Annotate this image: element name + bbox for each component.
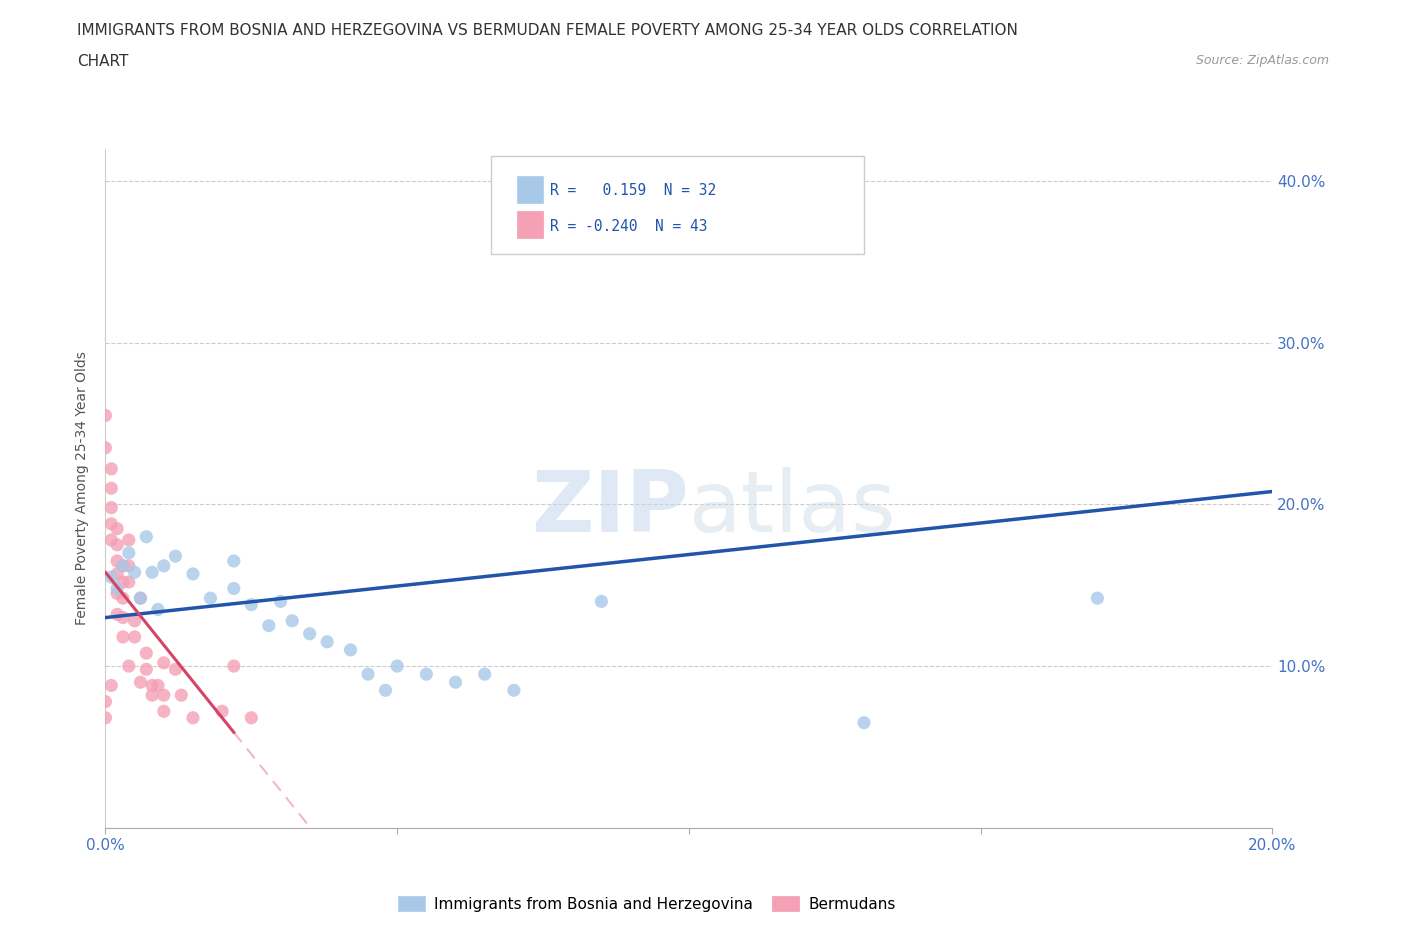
Point bbox=[118, 558, 141, 573]
Point bbox=[94, 441, 117, 456]
Text: Source: ZipAtlas.com: Source: ZipAtlas.com bbox=[1195, 54, 1329, 67]
Point bbox=[1085, 591, 1108, 605]
Y-axis label: Female Poverty Among 25-34 Year Olds: Female Poverty Among 25-34 Year Olds bbox=[76, 352, 90, 625]
Point bbox=[385, 658, 408, 673]
Point bbox=[124, 614, 146, 629]
Text: ZIP: ZIP bbox=[531, 467, 689, 551]
Point bbox=[105, 586, 128, 601]
Point bbox=[105, 521, 128, 536]
Point bbox=[222, 553, 245, 568]
Text: CHART: CHART bbox=[77, 54, 129, 69]
Text: IMMIGRANTS FROM BOSNIA AND HERZEGOVINA VS BERMUDAN FEMALE POVERTY AMONG 25-34 YE: IMMIGRANTS FROM BOSNIA AND HERZEGOVINA V… bbox=[77, 23, 1018, 38]
Point bbox=[111, 575, 134, 590]
Point bbox=[105, 607, 128, 622]
Point bbox=[118, 546, 141, 561]
Point bbox=[100, 533, 122, 548]
Point bbox=[502, 683, 524, 698]
Point bbox=[105, 538, 128, 552]
Point bbox=[357, 667, 380, 682]
Point bbox=[100, 516, 122, 531]
Point bbox=[240, 597, 263, 612]
Point bbox=[124, 630, 146, 644]
Point bbox=[316, 634, 339, 649]
Point bbox=[374, 683, 396, 698]
Point bbox=[222, 581, 245, 596]
Point bbox=[129, 675, 152, 690]
Point bbox=[100, 678, 122, 693]
Bar bbox=[517, 176, 543, 203]
Point bbox=[141, 687, 163, 702]
Point bbox=[444, 675, 467, 690]
Point bbox=[105, 581, 128, 596]
Point bbox=[100, 481, 122, 496]
Point bbox=[200, 591, 222, 605]
Point bbox=[94, 711, 117, 725]
Point bbox=[165, 662, 187, 677]
Point bbox=[415, 667, 437, 682]
Point bbox=[111, 558, 134, 573]
Point bbox=[135, 662, 157, 677]
Legend: Immigrants from Bosnia and Herzegovina, Bermudans: Immigrants from Bosnia and Herzegovina, … bbox=[392, 890, 901, 918]
Point bbox=[124, 565, 146, 579]
Point bbox=[153, 687, 174, 702]
Point bbox=[111, 610, 134, 625]
Point bbox=[281, 614, 304, 629]
Point bbox=[100, 461, 122, 476]
Point bbox=[118, 533, 141, 548]
Point bbox=[222, 658, 245, 673]
Point bbox=[105, 566, 128, 581]
Text: R = -0.240  N = 43: R = -0.240 N = 43 bbox=[550, 219, 707, 233]
Text: atlas: atlas bbox=[689, 467, 897, 551]
Point bbox=[339, 643, 361, 658]
Point bbox=[269, 594, 292, 609]
Point bbox=[100, 500, 122, 515]
Point bbox=[111, 591, 134, 605]
Point bbox=[181, 711, 204, 725]
Point bbox=[181, 566, 204, 581]
Point bbox=[257, 618, 280, 633]
Point bbox=[153, 656, 174, 671]
Point bbox=[135, 645, 157, 660]
Point bbox=[153, 558, 174, 573]
Point bbox=[118, 575, 141, 590]
Point bbox=[94, 694, 117, 709]
Point bbox=[141, 565, 163, 579]
Point bbox=[141, 678, 163, 693]
Point bbox=[94, 408, 117, 423]
Point bbox=[852, 715, 875, 730]
Point bbox=[146, 602, 169, 617]
Point bbox=[111, 630, 134, 644]
Point bbox=[100, 570, 122, 585]
Point bbox=[105, 553, 128, 568]
Text: R =   0.159  N = 32: R = 0.159 N = 32 bbox=[550, 183, 716, 198]
Point bbox=[153, 704, 174, 719]
Point bbox=[591, 594, 613, 609]
Point bbox=[474, 667, 496, 682]
FancyBboxPatch shape bbox=[491, 155, 863, 254]
Point bbox=[298, 626, 321, 641]
Point bbox=[170, 687, 193, 702]
Point bbox=[240, 711, 263, 725]
Point bbox=[129, 591, 152, 605]
Bar bbox=[517, 211, 543, 238]
Point bbox=[129, 591, 152, 605]
Point bbox=[146, 678, 169, 693]
Point bbox=[211, 704, 233, 719]
Point bbox=[165, 549, 187, 564]
Point bbox=[135, 529, 157, 544]
Point bbox=[111, 558, 134, 573]
Point bbox=[118, 658, 141, 673]
